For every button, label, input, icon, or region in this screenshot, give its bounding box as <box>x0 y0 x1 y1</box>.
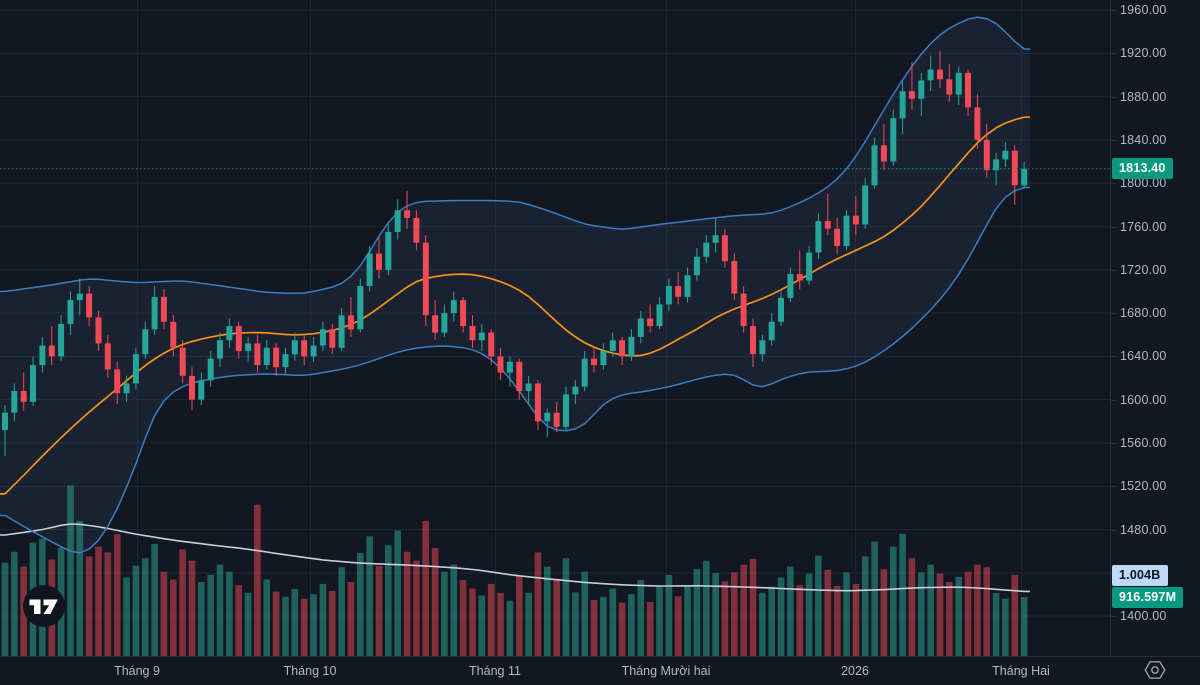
price-axis-label: 1400.00 <box>1120 609 1167 624</box>
price-axis-label: 1960.00 <box>1120 3 1167 17</box>
grid <box>0 0 1110 656</box>
time-axis[interactable]: Tháng 9 Tháng 10 Tháng 11 Tháng Mười hai 202… <box>0 656 1200 685</box>
volume-ma-line <box>0 523 1030 593</box>
time-axis-label: Tháng 11 <box>469 664 521 678</box>
price-axis[interactable]: 1960.00 1920.00 1880.00 1840.00 1800.00 1760.… <box>1110 0 1200 656</box>
price-axis-tick <box>1111 139 1116 141</box>
price-axis-label: 1560.00 <box>1120 436 1167 450</box>
price-axis-tick <box>1111 356 1116 358</box>
time-axis-label: Tháng 10 <box>283 664 337 678</box>
price-axis-label: 1840.00 <box>1120 132 1167 147</box>
bollinger-upper-line <box>0 16 1030 295</box>
price-axis-label: 1880.00 <box>1120 89 1167 104</box>
price-axis-label: 1680.00 <box>1120 306 1167 321</box>
price-axis-tick <box>1111 53 1116 55</box>
tradingview-logo-icon <box>23 585 65 627</box>
price-axis-tick <box>1111 486 1116 488</box>
scale-settings-icon[interactable] <box>1143 658 1167 682</box>
bollinger-basis-line <box>0 116 1030 495</box>
time-axis-label: Tháng Mười hai <box>621 664 711 678</box>
price-axis-tick <box>1111 616 1116 618</box>
time-axis-label: Tháng Hai <box>992 664 1050 678</box>
tradingview-logo[interactable] <box>22 584 66 628</box>
volume-bars <box>1 485 1028 656</box>
price-axis-label: 1800.00 <box>1120 176 1167 191</box>
price-axis-label: 1760.00 <box>1120 219 1167 234</box>
price-axis-label: 1920.00 <box>1120 46 1167 61</box>
price-axis-tick <box>1111 226 1116 228</box>
price-axis-tick <box>1111 529 1116 531</box>
price-axis-tick <box>1111 443 1116 444</box>
axis-corner <box>1110 657 1200 685</box>
price-chart-svg <box>0 0 1110 656</box>
price-axis-tick <box>1111 399 1116 401</box>
last-price-badge: 1813.40 <box>1112 158 1173 180</box>
bollinger-lower-line <box>0 186 1030 554</box>
price-axis-label: 1520.00 <box>1120 479 1167 494</box>
price-axis-tick <box>1111 269 1116 271</box>
bollinger-band-fill <box>0 17 1030 553</box>
volume-ma-badge: 1.004B <box>1112 564 1168 586</box>
price-axis-label: 1480.00 <box>1120 522 1167 537</box>
price-axis-label: 1600.00 <box>1120 392 1167 407</box>
time-axis-label: 2026 <box>841 664 869 678</box>
price-axis-label: 1720.00 <box>1120 262 1167 277</box>
price-axis-tick <box>1111 183 1116 185</box>
candles-series <box>2 51 1028 456</box>
price-axis-label: 1640.00 <box>1120 349 1167 364</box>
price-axis-tick <box>1111 313 1116 315</box>
price-axis-tick <box>1111 96 1116 98</box>
chart-canvas[interactable] <box>0 0 1110 656</box>
volume-badge: 916.597M <box>1112 586 1184 608</box>
time-axis-label: Tháng 9 <box>114 664 160 678</box>
price-axis-tick <box>1111 10 1116 11</box>
